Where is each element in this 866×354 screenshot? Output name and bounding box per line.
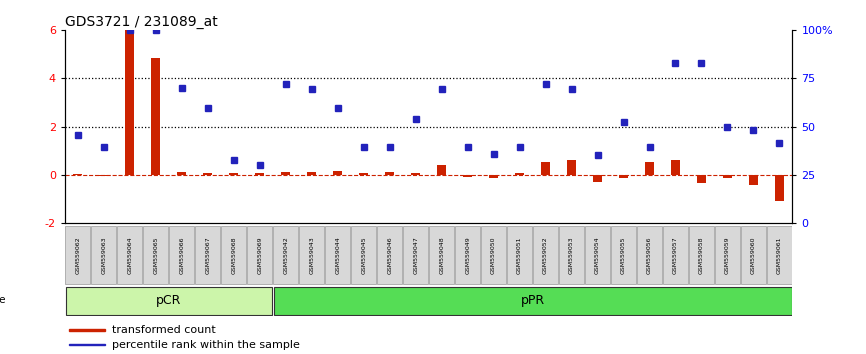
Bar (333, 171, 342, 175)
Text: GSM559067: GSM559067 (205, 236, 210, 274)
Text: GSM559062: GSM559062 (75, 236, 81, 274)
Text: GSM559060: GSM559060 (751, 236, 756, 274)
Bar (100, 175, 108, 176)
FancyBboxPatch shape (92, 226, 116, 284)
Bar (68, 344, 105, 346)
FancyBboxPatch shape (637, 226, 662, 284)
Text: GSM559052: GSM559052 (543, 236, 548, 274)
FancyBboxPatch shape (507, 226, 532, 284)
Text: GSM559069: GSM559069 (257, 236, 262, 274)
FancyBboxPatch shape (611, 226, 636, 284)
Bar (463, 175, 472, 177)
Bar (489, 175, 498, 178)
FancyBboxPatch shape (66, 287, 272, 315)
Bar (126, 30, 134, 175)
Bar (593, 175, 602, 182)
FancyBboxPatch shape (533, 226, 558, 284)
FancyBboxPatch shape (378, 226, 402, 284)
Text: GSM559053: GSM559053 (569, 236, 574, 274)
Text: pPR: pPR (520, 293, 545, 307)
Text: GSM559043: GSM559043 (309, 236, 314, 274)
FancyBboxPatch shape (430, 226, 454, 284)
FancyBboxPatch shape (222, 226, 246, 284)
FancyBboxPatch shape (481, 226, 506, 284)
Text: GSM559044: GSM559044 (335, 236, 340, 274)
FancyBboxPatch shape (663, 226, 688, 284)
Text: GSM559063: GSM559063 (101, 236, 107, 274)
FancyBboxPatch shape (741, 226, 766, 284)
FancyBboxPatch shape (66, 226, 90, 284)
Text: GDS3721 / 231089_at: GDS3721 / 231089_at (65, 15, 217, 29)
FancyBboxPatch shape (352, 226, 376, 284)
Text: GSM559054: GSM559054 (595, 236, 600, 274)
Bar (359, 173, 368, 175)
Bar (281, 172, 290, 175)
Bar (204, 173, 212, 175)
Bar (541, 161, 550, 175)
Text: GSM559064: GSM559064 (127, 236, 132, 274)
FancyBboxPatch shape (196, 226, 220, 284)
Bar (567, 160, 576, 175)
FancyBboxPatch shape (300, 226, 324, 284)
Text: pCR: pCR (156, 293, 182, 307)
Text: GSM559057: GSM559057 (673, 236, 678, 274)
FancyBboxPatch shape (404, 226, 428, 284)
FancyBboxPatch shape (585, 226, 610, 284)
Text: disease state: disease state (0, 295, 5, 305)
FancyBboxPatch shape (144, 226, 168, 284)
Bar (515, 173, 524, 175)
Text: GSM559055: GSM559055 (621, 236, 626, 274)
Bar (152, 58, 160, 175)
FancyBboxPatch shape (715, 226, 740, 284)
Bar (68, 329, 105, 331)
Bar (178, 172, 186, 175)
Text: GSM559059: GSM559059 (725, 236, 730, 274)
Text: GSM559056: GSM559056 (647, 236, 652, 274)
FancyBboxPatch shape (118, 226, 142, 284)
Text: GSM559042: GSM559042 (283, 236, 288, 274)
FancyBboxPatch shape (326, 226, 350, 284)
Text: GSM559046: GSM559046 (387, 236, 392, 274)
FancyBboxPatch shape (559, 226, 584, 284)
FancyBboxPatch shape (170, 226, 194, 284)
Bar (619, 175, 628, 178)
FancyBboxPatch shape (456, 226, 480, 284)
Bar (697, 175, 706, 183)
Bar (307, 172, 316, 175)
Bar (671, 160, 680, 175)
FancyBboxPatch shape (274, 226, 298, 284)
Text: GSM559065: GSM559065 (153, 236, 158, 274)
Bar (229, 173, 238, 175)
Text: GSM559047: GSM559047 (413, 236, 418, 274)
Text: transformed count: transformed count (113, 325, 216, 335)
Text: GSM559066: GSM559066 (179, 236, 184, 274)
Text: GSM559068: GSM559068 (231, 236, 236, 274)
Text: GSM559045: GSM559045 (361, 236, 366, 274)
Bar (749, 175, 758, 185)
Text: GSM559048: GSM559048 (439, 236, 444, 274)
Bar (775, 175, 784, 201)
Bar (385, 172, 394, 175)
Bar (645, 161, 654, 175)
Bar (411, 173, 420, 175)
Text: GSM559049: GSM559049 (465, 236, 470, 274)
FancyBboxPatch shape (767, 226, 792, 284)
Bar (723, 175, 732, 178)
Text: GSM559058: GSM559058 (699, 236, 704, 274)
Bar (437, 165, 446, 175)
FancyBboxPatch shape (248, 226, 272, 284)
Text: GSM559051: GSM559051 (517, 236, 522, 274)
Text: GSM559050: GSM559050 (491, 236, 496, 274)
Bar (74, 173, 82, 175)
Text: GSM559061: GSM559061 (777, 236, 782, 274)
FancyBboxPatch shape (689, 226, 714, 284)
FancyBboxPatch shape (274, 287, 792, 315)
Text: percentile rank within the sample: percentile rank within the sample (113, 339, 301, 350)
Bar (255, 173, 264, 175)
